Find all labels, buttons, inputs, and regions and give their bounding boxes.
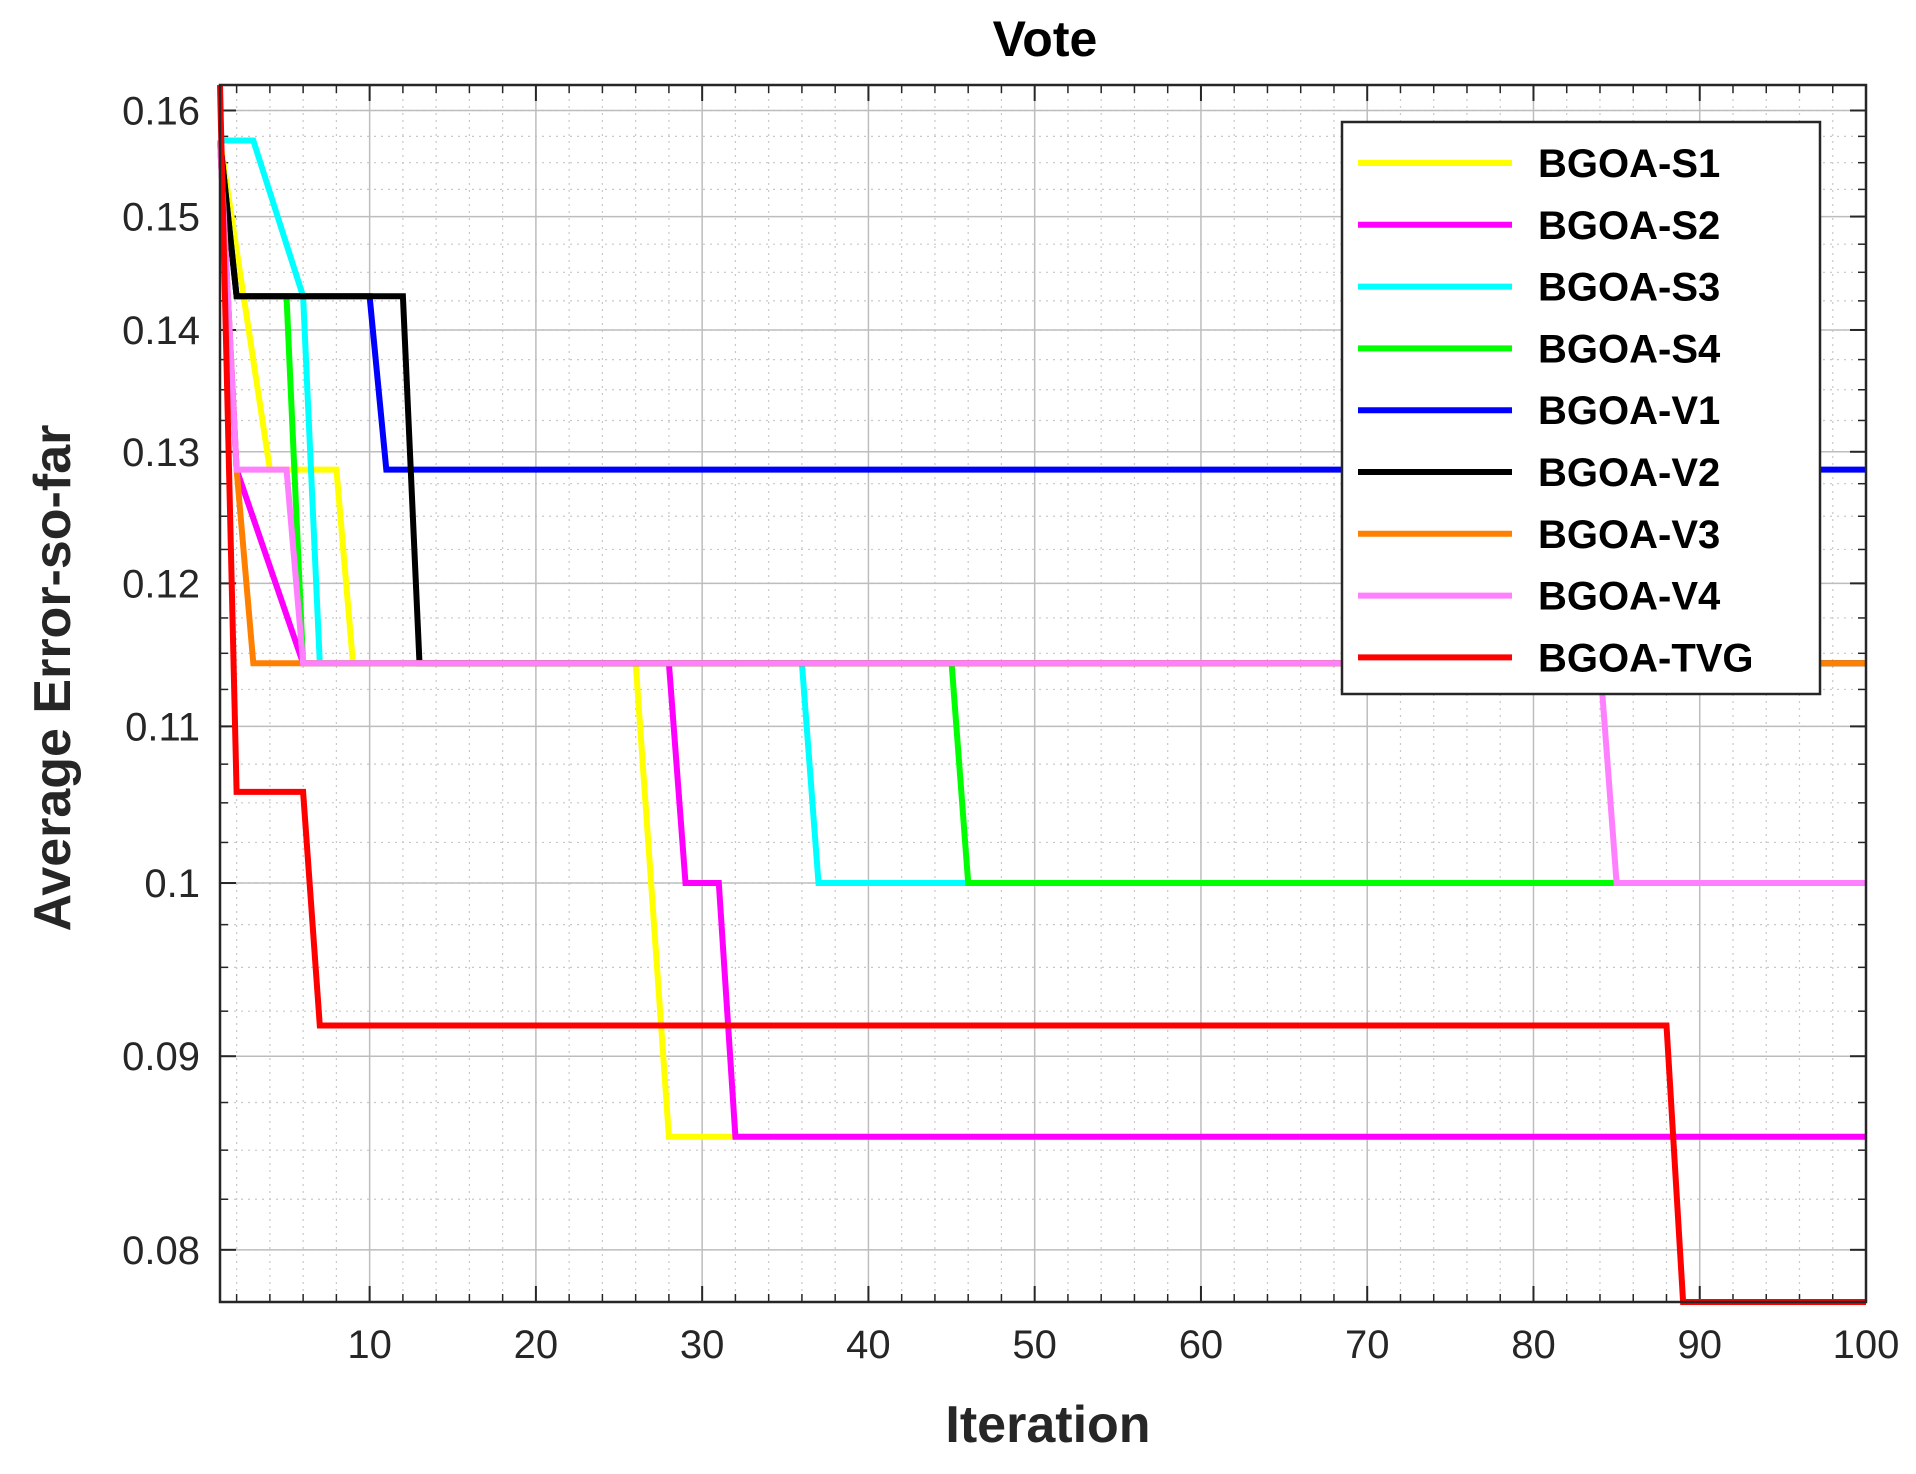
x-axis-title: Iteration	[945, 1396, 1150, 1454]
y-tick-label: 0.08	[122, 1229, 200, 1273]
legend-label-bgoa-v4: BGOA-V4	[1538, 575, 1721, 619]
chart-title: Vote	[993, 11, 1098, 67]
y-tick-label: 0.14	[122, 309, 200, 353]
series-line-bgoa-v4	[217, 140, 1866, 886]
x-tick-label: 50	[1012, 1323, 1057, 1367]
x-tick-labels: 10 20 30 40 50 60 70 80 90 100	[347, 1323, 1899, 1367]
x-tick-label: 10	[347, 1323, 392, 1367]
y-tick-label: 0.15	[122, 196, 200, 240]
series-lines	[217, 84, 1866, 1305]
legend-label-bgoa-tvg: BGOA-TVG	[1538, 636, 1754, 680]
legend: BGOA-S1 BGOA-S2 BGOA-S3 BGOA-S4 BGOA-V1 BGOA-…	[1340, 120, 1822, 696]
legend-label-bgoa-v3: BGOA-V3	[1538, 513, 1720, 557]
x-tick-label: 70	[1345, 1323, 1390, 1367]
y-tick-labels: 0.08 0.09 0.1 0.11 0.12 0.13 0.14 0.15 0.16	[122, 89, 200, 1272]
legend-label-bgoa-s2: BGOA-S2	[1538, 204, 1720, 248]
y-tick-label: 0.12	[122, 562, 200, 606]
legend-label-bgoa-s1: BGOA-S1	[1538, 142, 1720, 186]
y-tick-label: 0.16	[122, 89, 200, 133]
y-axis-title: Average Error-so-far	[24, 425, 82, 932]
series-line-bgoa-s2	[217, 140, 1866, 1140]
y-tick-label: 0.13	[122, 431, 200, 475]
y-tick-label: 0.09	[122, 1035, 200, 1079]
y-tick-label: 0.11	[125, 705, 200, 749]
x-tick-label: 40	[846, 1323, 891, 1367]
x-tick-label: 30	[680, 1323, 725, 1367]
x-tick-label: 80	[1511, 1323, 1556, 1367]
x-tick-label: 90	[1677, 1323, 1722, 1367]
x-tick-label: 100	[1833, 1323, 1900, 1367]
legend-label-bgoa-s3: BGOA-S3	[1538, 266, 1720, 310]
legend-label-bgoa-s4: BGOA-S4	[1538, 327, 1721, 371]
x-tick-label: 60	[1179, 1323, 1224, 1367]
legend-label-bgoa-v1: BGOA-V1	[1538, 389, 1720, 433]
y-tick-label: 0.1	[144, 862, 200, 906]
legend-label-bgoa-v2: BGOA-V2	[1538, 451, 1720, 495]
x-tick-label: 20	[514, 1323, 559, 1367]
axes-box	[218, 83, 1868, 1304]
